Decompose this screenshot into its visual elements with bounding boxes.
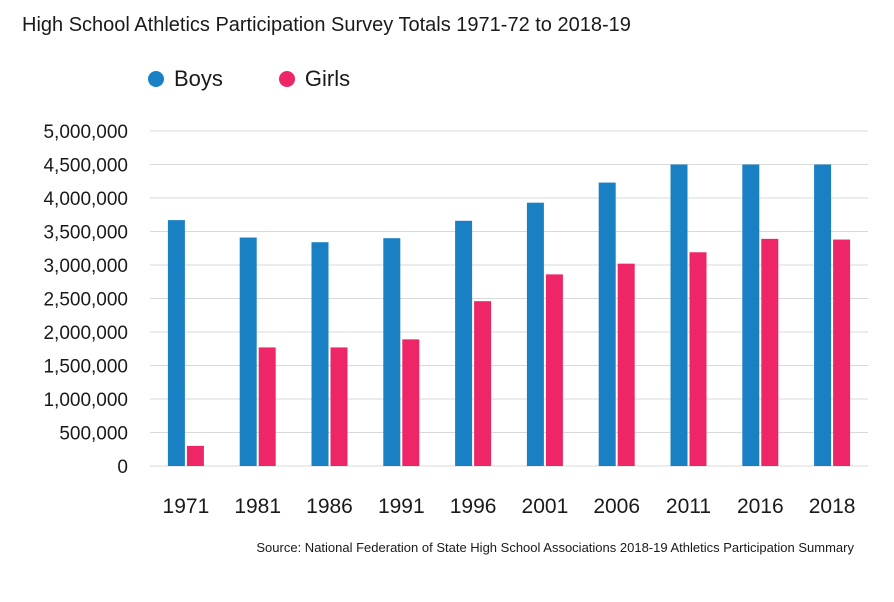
bar-girls-2006 bbox=[617, 263, 635, 466]
bar-boys-1981 bbox=[239, 237, 257, 466]
x-tick-label: 2016 bbox=[737, 495, 784, 518]
bar-girls-1986 bbox=[330, 347, 348, 466]
bar-girls-1996 bbox=[474, 301, 492, 466]
x-axis-ticks: 1971 1981 1986 1991 1996 2001 2006 2011 2016 2018 bbox=[163, 495, 856, 518]
bar-girls-1981 bbox=[258, 347, 276, 466]
x-tick-label: 1971 bbox=[163, 495, 210, 518]
y-tick-label: 4,000,000 bbox=[43, 189, 128, 210]
bars bbox=[167, 164, 851, 466]
x-tick-label: 2006 bbox=[593, 495, 640, 518]
legend-swatch-girls bbox=[278, 71, 295, 87]
x-tick-label: 2011 bbox=[666, 495, 711, 518]
y-axis-ticks: 0 500,000 1,000,000 1,500,000 2,000,000 2,500… bbox=[43, 122, 128, 478]
y-tick-label: 5,000,000 bbox=[43, 122, 128, 143]
bar-boys-1971 bbox=[167, 220, 185, 466]
x-tick-label: 1986 bbox=[306, 495, 353, 518]
y-tick-label: 2,500,000 bbox=[43, 290, 128, 311]
bar-girls-1991 bbox=[402, 339, 420, 466]
y-tick-label: 0 bbox=[117, 457, 128, 478]
source-note: Source: National Federation of State Hig… bbox=[256, 540, 854, 555]
x-tick-label: 1981 bbox=[234, 495, 281, 518]
bar-girls-2001 bbox=[545, 274, 563, 466]
legend-swatch-boys bbox=[148, 71, 164, 87]
y-tick-label: 4,500,000 bbox=[43, 156, 128, 177]
y-tick-label: 1,500,000 bbox=[43, 357, 128, 378]
y-tick-label: 1,000,000 bbox=[43, 390, 128, 411]
legend-item-boys: Boys bbox=[148, 66, 223, 92]
legend-label-boys: Boys bbox=[174, 66, 223, 91]
y-tick-label: 500,000 bbox=[59, 424, 128, 445]
bar-girls-1971 bbox=[186, 445, 204, 466]
bar-boys-2016 bbox=[742, 164, 760, 466]
legend-label-girls: Girls bbox=[304, 66, 351, 91]
bar-boys-2011 bbox=[670, 164, 688, 466]
x-tick-label: 1991 bbox=[378, 495, 425, 518]
bar-girls-2016 bbox=[761, 238, 779, 466]
bar-boys-2006 bbox=[598, 182, 616, 466]
x-tick-label: 1996 bbox=[450, 495, 497, 518]
bar-boys-2001 bbox=[526, 202, 544, 466]
bar-boys-1991 bbox=[383, 238, 401, 466]
bar-boys-1996 bbox=[455, 220, 473, 466]
y-tick-label: 3,000,000 bbox=[43, 256, 128, 277]
legend-item-girls: Girls bbox=[278, 66, 351, 92]
x-tick-label: 2001 bbox=[522, 495, 569, 518]
gridlines bbox=[150, 130, 868, 467]
bar-girls-2018 bbox=[833, 239, 851, 466]
y-tick-label: 2,000,000 bbox=[43, 323, 128, 344]
legend: Boys Girls bbox=[148, 66, 406, 92]
bar-boys-1986 bbox=[311, 242, 329, 466]
y-tick-label: 3,500,000 bbox=[43, 223, 128, 244]
bar-boys-2018 bbox=[814, 164, 832, 466]
x-tick-label: 2018 bbox=[809, 495, 856, 518]
chart-title: High School Athletics Participation Surv… bbox=[22, 14, 631, 36]
bar-girls-2011 bbox=[689, 252, 707, 466]
